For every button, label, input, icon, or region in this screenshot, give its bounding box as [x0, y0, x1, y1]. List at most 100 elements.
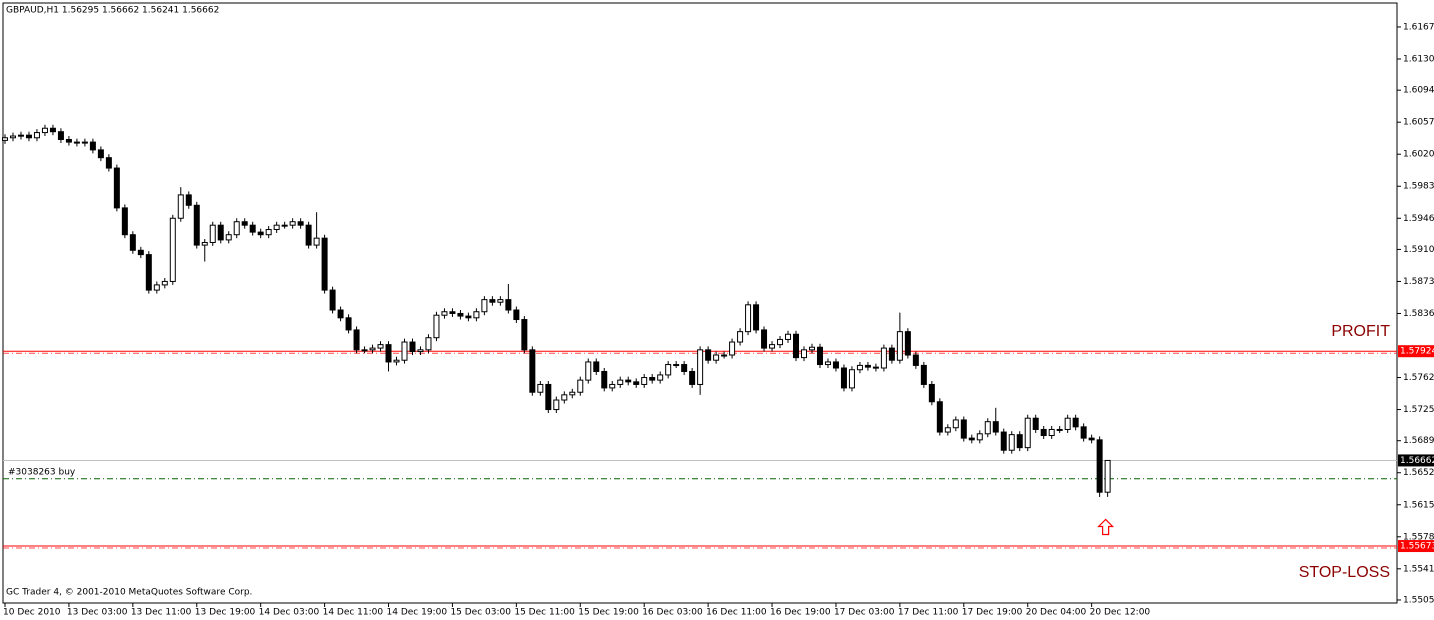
signal-arrow	[1097, 518, 1115, 536]
candle-body	[665, 364, 672, 376]
candle-body	[832, 361, 839, 369]
candle-body	[457, 312, 464, 317]
candle-body	[441, 311, 448, 316]
candle-body	[808, 346, 815, 351]
candle-body	[713, 354, 720, 361]
candle-body	[201, 241, 208, 246]
x-tick-label: 14 Dec 03:00	[259, 608, 320, 618]
candle-body	[209, 224, 216, 243]
candle-body	[896, 331, 903, 361]
bid-price-box	[1398, 454, 1434, 467]
candle-body	[377, 344, 384, 349]
candle-body	[225, 234, 232, 241]
candle-body	[177, 194, 184, 219]
candle-body	[848, 369, 855, 389]
candle-body	[920, 364, 927, 385]
candle-body	[433, 314, 440, 339]
candle-body	[856, 364, 863, 371]
candle-body	[217, 224, 224, 241]
candle-body	[976, 433, 983, 441]
candle-body	[577, 379, 584, 393]
candle-body	[721, 354, 728, 357]
candle-body	[649, 377, 656, 381]
candle-body	[409, 341, 416, 353]
candle-body	[984, 421, 991, 435]
candle-body	[904, 331, 911, 356]
candle-body	[449, 311, 456, 314]
x-tick-label: 17 Dec 19:00	[962, 608, 1023, 618]
y-tick-label: 1.55780	[1403, 532, 1434, 542]
candle-body	[880, 347, 887, 369]
candle-body	[793, 333, 800, 359]
candle-body	[816, 346, 823, 366]
candle-body	[705, 349, 712, 361]
y-tick-label: 1.56150	[1403, 500, 1434, 510]
candle-body	[745, 304, 752, 333]
x-tick-label: 13 Dec 19:00	[195, 608, 256, 618]
x-tick-label: 15 Dec 19:00	[578, 608, 639, 618]
x-tick-label: 16 Dec 19:00	[770, 608, 831, 618]
y-tick-label: 1.58360	[1403, 309, 1434, 319]
candle-body	[777, 338, 784, 346]
candle-body	[840, 367, 847, 389]
candle-body	[561, 394, 568, 401]
candle-body	[1096, 439, 1103, 493]
y-tick-label: 1.61670	[1403, 22, 1434, 32]
candle-body	[505, 299, 512, 311]
candle-body	[393, 359, 400, 363]
candle-body	[537, 383, 544, 393]
candle-body	[1040, 428, 1047, 437]
y-tick-label: 1.59100	[1403, 245, 1434, 255]
y-tick-label: 1.61300	[1403, 55, 1434, 65]
candle-body	[1056, 428, 1063, 431]
candle-body	[872, 366, 879, 369]
candle-body	[1104, 459, 1111, 493]
candle-body	[89, 141, 96, 151]
candle-body	[689, 370, 696, 385]
x-tick-label: 14 Dec 11:00	[323, 608, 384, 618]
candle-body	[673, 364, 680, 367]
y-tick-label: 1.56890	[1403, 436, 1434, 446]
candle-body	[801, 349, 807, 359]
candle-body	[281, 224, 288, 227]
candle-body	[569, 391, 576, 396]
candle-body	[864, 364, 871, 368]
candle-body	[912, 354, 919, 366]
candle-body	[617, 379, 624, 385]
candle-body	[113, 167, 120, 209]
candle-body	[129, 234, 136, 251]
candle-body	[401, 341, 408, 361]
y-tick-label: 1.59830	[1403, 182, 1434, 192]
x-tick-label: 13 Dec 03:00	[67, 608, 128, 618]
candle-body	[425, 337, 432, 351]
x-tick-label: 20 Dec 12:00	[1090, 608, 1151, 618]
candle-body	[657, 374, 664, 381]
x-tick-label: 15 Dec 03:00	[450, 608, 511, 618]
candle-body	[257, 231, 264, 236]
candle-body	[473, 311, 480, 319]
candle-body	[153, 284, 160, 291]
candle-body	[49, 127, 56, 133]
candle-body	[137, 249, 144, 256]
candle-body	[65, 138, 72, 143]
y-tick-label: 1.60200	[1403, 150, 1434, 160]
candle-body	[785, 333, 792, 340]
candle-body	[345, 317, 352, 331]
copyright: GC Trader 4, © 2001-2010 MetaQuotes Soft…	[6, 588, 252, 598]
candle-body	[185, 194, 192, 206]
candle-body	[641, 377, 648, 385]
candle-body	[417, 349, 424, 353]
x-tick-label: 17 Dec 03:00	[834, 608, 895, 618]
candle-body	[1072, 417, 1079, 428]
candle-body	[633, 381, 640, 385]
candle-body	[241, 221, 248, 226]
y-tick-label: 1.59460	[1403, 214, 1434, 224]
candle-body	[57, 131, 64, 140]
y-tick-label: 1.56520	[1403, 468, 1434, 478]
x-tick-label: 15 Dec 11:00	[514, 608, 575, 618]
order-label: #3038263 buy	[8, 467, 76, 477]
candle-body	[145, 254, 152, 291]
y-tick-label: 1.55050	[1403, 595, 1434, 605]
y-tick-label: 1.57620	[1403, 373, 1434, 383]
y-tick-label: 1.60940	[1403, 86, 1434, 96]
